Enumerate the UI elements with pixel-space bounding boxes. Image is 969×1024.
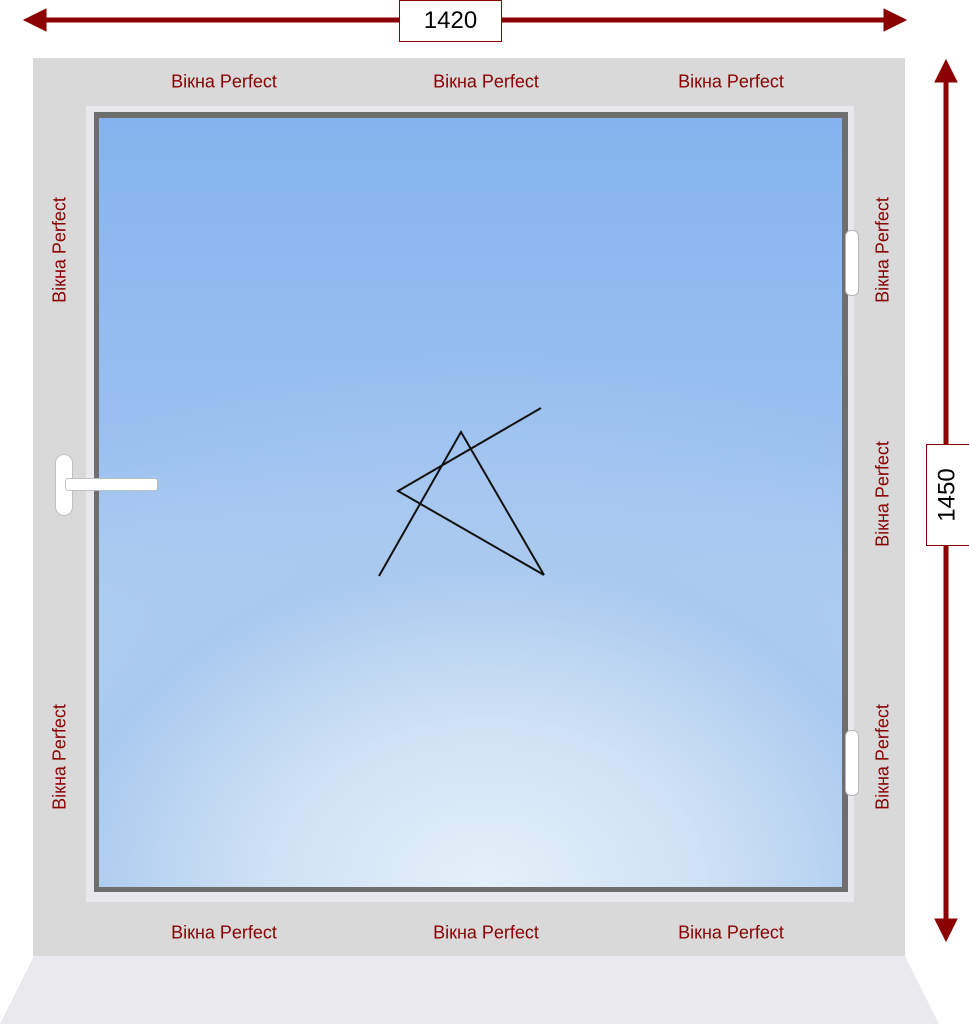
window-sill — [0, 956, 939, 1024]
brand-label-left-upper: Вікна Perfect — [49, 197, 70, 303]
window-handle-icon[interactable] — [55, 454, 159, 518]
hinge-icon — [845, 730, 859, 796]
width-arrow-right — [883, 8, 908, 32]
turn-indicator-line — [396, 407, 545, 576]
brand-label-top-left: Вікна Perfect — [171, 71, 277, 92]
handle-lever — [65, 478, 158, 491]
brand-label-right-lower: Вікна Perfect — [872, 704, 893, 810]
width-label: 1420 — [399, 0, 502, 42]
brand-label-left-lower: Вікна Perfect — [49, 704, 70, 810]
brand-label-bottom-left: Вікна Perfect — [171, 922, 277, 943]
brand-label-top-center: Вікна Perfect — [433, 71, 539, 92]
brand-label-top-right: Вікна Perfect — [678, 71, 784, 92]
brand-label-right-middle: Вікна Perfect — [872, 441, 893, 547]
width-value: 1420 — [423, 7, 478, 34]
hinge-icon — [845, 230, 859, 296]
glass-pane — [99, 118, 842, 887]
brand-label-bottom-right: Вікна Perfect — [678, 922, 784, 943]
brand-label-bottom-center: Вікна Perfect — [433, 922, 539, 943]
brand-label-right-upper: Вікна Perfect — [872, 197, 893, 303]
height-arrow-bottom — [934, 918, 958, 943]
tilt-indicator-line — [378, 429, 545, 577]
width-arrow-left — [22, 8, 47, 32]
height-arrow-top — [934, 58, 958, 83]
height-label: 1450 — [926, 444, 969, 546]
